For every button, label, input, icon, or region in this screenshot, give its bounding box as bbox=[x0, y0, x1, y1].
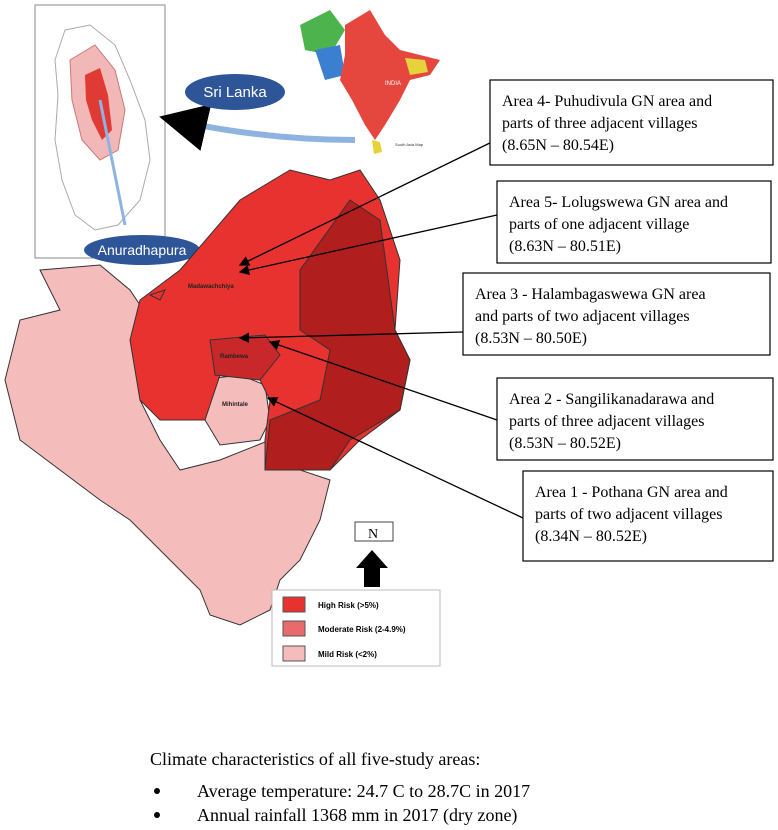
area-text: Area 4- Puhudivula GN area and bbox=[502, 93, 712, 110]
area-text: parts of two adjacent villages bbox=[535, 506, 723, 523]
sri-lanka-inset bbox=[34, 4, 166, 259]
area-text: (8.53N – 80.50E) bbox=[475, 330, 587, 347]
area-text: Area 1 - Pothana GN area and bbox=[535, 484, 728, 501]
climate-heading: Climate characteristics of all five-stud… bbox=[150, 749, 480, 769]
india-label: INDIA bbox=[385, 81, 401, 87]
legend-label: Moderate Risk (2-4.9%) bbox=[318, 625, 406, 634]
area-box bbox=[496, 180, 772, 264]
north-box bbox=[354, 521, 394, 542]
climate-bullet: Average temperature: 24.7 C to 28.7C in … bbox=[197, 781, 530, 801]
area-text: parts of one adjacent village bbox=[509, 216, 689, 233]
area-text: parts of three adjacent villages bbox=[502, 115, 697, 132]
south-asia-map: INDIA South Asia Map bbox=[300, 10, 440, 154]
area-box bbox=[462, 272, 771, 356]
anuradhapura-label: Anuradhapura bbox=[98, 242, 187, 258]
area-box bbox=[496, 377, 774, 461]
district-map: Madawachchiya Rambewa Mihintale bbox=[4, 169, 411, 626]
sri-lanka-oval bbox=[185, 74, 285, 110]
area-text: and parts of two adjacent villages bbox=[475, 308, 690, 325]
climate-bullet: Annual rainfall 1368 mm in 2017 (dry zon… bbox=[197, 805, 517, 826]
legend-label: Mild Risk (<2%) bbox=[318, 650, 377, 659]
place-label: Rambewa bbox=[220, 354, 249, 360]
area-text: parts of three adjacent villages bbox=[509, 413, 704, 430]
area-text: (8.65N – 80.54E) bbox=[502, 137, 614, 154]
place-label: Madawachchiya bbox=[188, 284, 234, 290]
bullet bbox=[154, 788, 160, 794]
north-label: N bbox=[368, 527, 378, 542]
area-text: (8.63N – 80.51E) bbox=[509, 238, 621, 255]
place-label: Mihintale bbox=[222, 402, 249, 408]
area-box bbox=[522, 470, 774, 562]
area-text: (8.34N – 80.52E) bbox=[535, 528, 647, 545]
anuradhapura-oval bbox=[84, 235, 200, 265]
area-text: Area 3 - Halambagaswewa GN area bbox=[475, 286, 706, 303]
south-asia-caption: South Asia Map bbox=[395, 142, 424, 147]
legend-label: High Risk (>5%) bbox=[318, 601, 379, 610]
bullet bbox=[154, 812, 160, 818]
leader-arrows bbox=[238, 139, 524, 519]
north-arrow bbox=[356, 550, 388, 587]
legend: High Risk (>5%) Moderate Risk (2-4.9%) M… bbox=[271, 589, 441, 667]
area-box bbox=[489, 79, 774, 166]
inset-arrow bbox=[159, 104, 356, 151]
area-text: (8.53N – 80.52E) bbox=[509, 435, 621, 452]
sri-lanka-label: Sri Lanka bbox=[203, 84, 267, 101]
area-text: Area 2 - Sangilikanadarawa and bbox=[509, 391, 714, 408]
area-text: Area 5- Lolugswewa GN area and bbox=[509, 194, 728, 211]
